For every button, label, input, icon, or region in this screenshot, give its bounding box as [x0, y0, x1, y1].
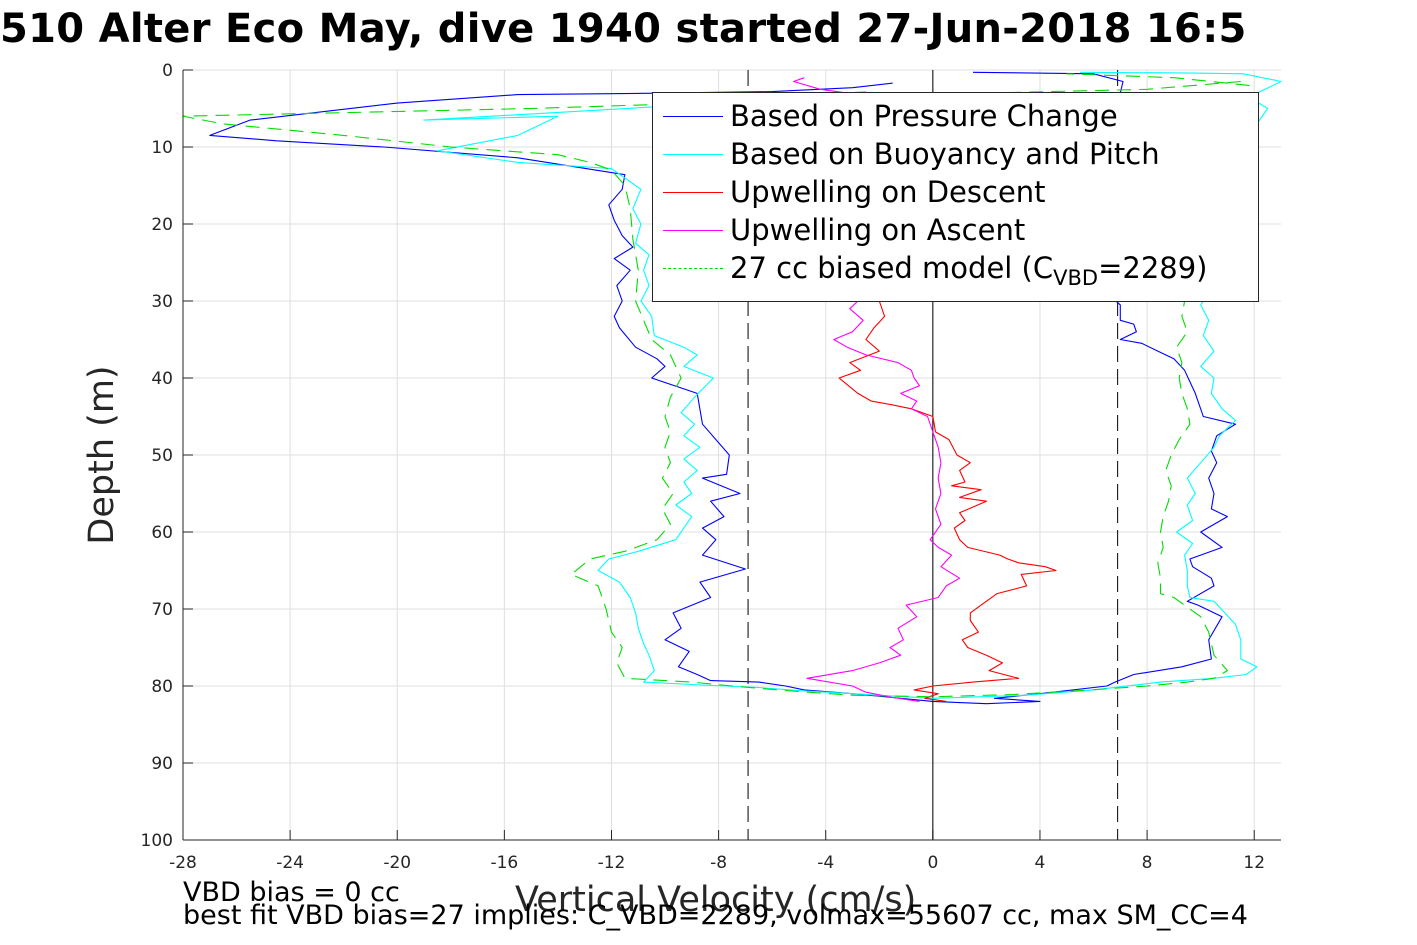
legend-label-buoyancy: Based on Buoyancy and Pitch [730, 137, 1160, 171]
y-tick-label: 100 [141, 831, 173, 851]
series-line [793, 77, 961, 702]
vbd-bias-note: VBD bias = 0 cc [183, 877, 400, 908]
x-tick-label: -16 [490, 853, 518, 873]
x-tick-label: -28 [169, 853, 197, 873]
series-line [182, 73, 1255, 698]
y-tick-label: 40 [151, 369, 173, 389]
axes-box [182, 70, 1281, 841]
x-tick-label: 0 [927, 853, 938, 873]
y-tick-label: 70 [151, 600, 173, 620]
legend-item-descent: Upwelling on Descent [653, 173, 1258, 211]
legend-item-model: 27 cc biased model (CVBD=2289) [653, 249, 1258, 290]
y-tick-label: 0 [162, 61, 173, 81]
y-tick-label: 50 [151, 446, 173, 466]
best-fit-note: best fit VBD bias=27 implies: C_VBD=2289… [183, 900, 1248, 931]
series-line [423, 71, 1282, 699]
y-tick-label: 80 [151, 677, 173, 697]
legend-swatch-buoyancy [663, 154, 723, 155]
y-tick-label: 60 [151, 523, 173, 543]
y-tick-label: 10 [151, 138, 173, 158]
legend-item-ascent: Upwelling on Ascent [653, 211, 1258, 249]
x-tick-label: -4 [817, 853, 834, 873]
x-tick-label: -20 [383, 853, 411, 873]
legend-swatch-model [663, 268, 723, 269]
x-tick-label: -24 [276, 853, 304, 873]
x-tick-label: -12 [598, 853, 626, 873]
legend-item-pressure: Based on Pressure Change [653, 97, 1258, 135]
legend-label-model: 27 cc biased model (CVBD=2289) [730, 251, 1208, 290]
legend-swatch-pressure [663, 116, 723, 117]
legend-label-pressure: Based on Pressure Change [730, 99, 1118, 133]
legend: Based on Pressure Change Based on Buoyan… [652, 92, 1259, 302]
legend-label-ascent: Upwelling on Ascent [730, 213, 1026, 247]
legend-item-buoyancy: Based on Buoyancy and Pitch [653, 135, 1258, 173]
y-tick-label: 30 [151, 292, 173, 312]
x-axis-label: Vertical Velocity (cm/s) [515, 880, 917, 920]
series-lines [182, 71, 1282, 705]
y-tick-label: 90 [151, 754, 173, 774]
x-tick-label: 12 [1243, 853, 1265, 873]
x-tick-label: -8 [710, 853, 727, 873]
legend-swatch-descent [663, 192, 723, 193]
chart-title: 510 Alter Eco May, dive 1940 started 27-… [0, 6, 1247, 52]
y-tick-label: 20 [151, 215, 173, 235]
x-tick-label: 4 [1035, 853, 1046, 873]
y-axis-label: Depth (m) [82, 365, 122, 545]
axis-ticks: -28 -24 -20 -16 -12 -8 -4 0 4 8 12 0 10 20 30 40 50 60 70 8… [141, 61, 1265, 873]
legend-label-descent: Upwelling on Descent [730, 175, 1046, 209]
series-line [838, 123, 1057, 702]
x-tick-label: 8 [1142, 853, 1153, 873]
legend-swatch-ascent [663, 230, 723, 231]
